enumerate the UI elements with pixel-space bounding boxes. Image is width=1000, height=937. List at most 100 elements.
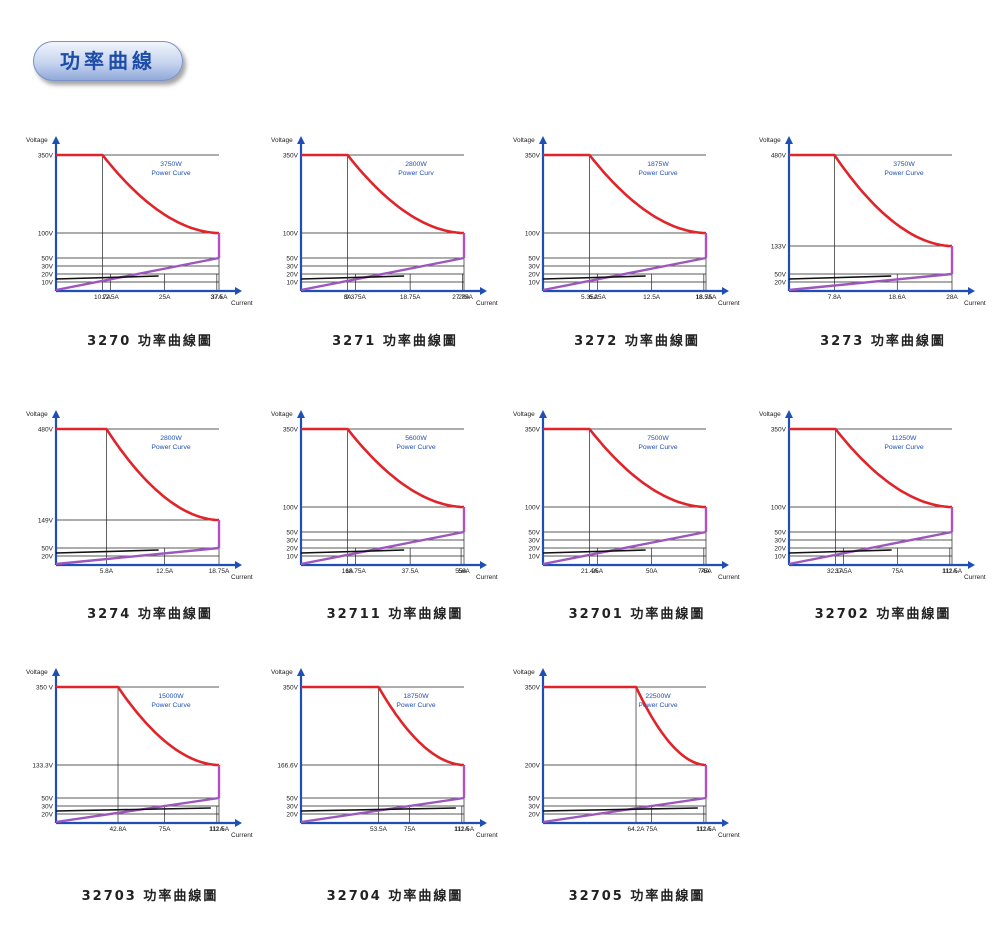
power-curve-chart-32701: 350V 100V 50V 30V 20V 10V 21.4A 25A 50A 74A 75A Vol… [513,410,757,595]
x-axis-label: Current [476,574,498,581]
i-tick-label: 12.5A [643,294,661,301]
i-tick-label: 18.5A [695,294,713,301]
i-tick-label: 74A [698,568,710,575]
v-tick-label: 100V [283,231,299,238]
v-tick-label: 50V [286,796,298,803]
v-tick-label: 350V [283,427,299,434]
power-rating-label: 11250W [892,435,917,442]
power-curve-line [543,685,707,767]
x-axis-arrow [235,561,242,569]
low-voltage-limit-line [542,807,698,812]
power-curve-line [301,427,465,509]
chart-caption-3271: 3271 功率曲線圖 [332,334,458,349]
i-tick-label: 5.8A [100,568,114,575]
low-voltage-limit-line [55,807,211,812]
power-curve-label: Power Curve [151,702,191,709]
x-axis-label: Current [964,300,986,307]
v-tick-label: 30V [286,538,298,545]
v-tick-label: 20V [286,812,298,819]
v-tick-label: 350V [38,153,54,160]
i-tick-label: 42.8A [110,826,128,833]
v-tick-label: 480V [771,153,787,160]
x-axis-arrow [480,561,487,569]
i-tick-label: 9.375A [345,294,366,301]
v-tick-label: 200V [525,763,541,770]
i-tick-label: 25A [159,294,171,301]
i-tick-label: 12.5A [102,294,120,301]
power-curve-label: Power Curve [884,170,924,177]
power-curve-chart-32711: 350V 100V 50V 30V 20V 10V 16A 18.75A 37.5A 55A 56A… [271,410,515,595]
section-header-pill: 功率曲線 [33,41,183,81]
power-curve-label: Power Curve [638,702,678,709]
x-axis-label: Current [231,300,253,307]
v-tick-label: 20V [41,554,53,561]
power-rating-label: 1875W [647,161,669,168]
power-rating-label: 15000W [158,693,184,700]
v-tick-label: 30V [41,804,53,811]
v-tick-label: 100V [283,505,299,512]
power-curve-line [543,153,707,235]
y-axis-arrow [539,136,547,144]
power-curve-label: Power Curve [396,444,436,451]
i-tick-label: 53.5A [370,826,388,833]
power-curve-line [56,427,220,522]
v-tick-label: 20V [774,280,786,287]
power-curve-chart-3270: 350V 100V 50V 30V 20V 10V 10.7A 12.5A 25A 37A 37.5… [26,136,270,321]
v-tick-label: 50V [528,530,540,537]
x-axis-label: Current [231,574,253,581]
i-tick-label: 111A [943,568,958,575]
i-tick-label: 25A [592,568,604,575]
y-axis-label: Voltage [271,137,293,144]
v-tick-label: 50V [528,796,540,803]
v-tick-label: 30V [774,538,786,545]
power-curve-line [301,685,465,767]
i-tick-label: 37.5A [835,568,853,575]
low-voltage-ramp-line [788,272,953,292]
v-tick-label: 10V [41,280,53,287]
power-curve-chart-32703: 350 V 133.3V 50V 30V 20V 42.8A 75A 111A 112.5A Vo… [26,668,270,853]
low-voltage-ramp-line [542,530,707,566]
low-voltage-limit-line [542,549,646,554]
v-tick-label: 30V [286,804,298,811]
i-tick-label: 75A [700,568,712,575]
i-tick-label: 18.75A [400,294,421,301]
v-tick-label: 20V [41,272,53,279]
power-curve-line [789,427,953,509]
power-rating-label: 3750W [160,161,182,168]
power-curve-label: Power Curve [396,702,436,709]
power-curve-chart-32704: 350V 166.6V 50V 30V 20V 53.5A 75A 111A 112.5A Vol… [271,668,515,853]
x-axis-label: Current [718,832,740,839]
i-tick-label: 112.5A [696,826,717,833]
power-curve-line [789,153,953,248]
i-tick-label: 28A [458,294,470,301]
i-tick-label: 21.4A [581,568,599,575]
power-curve-label: Power Curve [638,444,678,451]
v-tick-label: 10V [286,280,298,287]
x-axis-label: Current [476,832,498,839]
v-tick-label: 20V [528,272,540,279]
v-tick-label: 350V [525,685,541,692]
v-tick-label: 350V [283,153,299,160]
x-axis-arrow [722,819,729,827]
v-tick-label: 100V [38,231,54,238]
v-tick-label: 30V [528,538,540,545]
chart-caption-3270: 3270 功率曲線圖 [87,334,213,349]
v-tick-label: 20V [528,546,540,553]
x-axis-label: Current [231,832,253,839]
i-tick-label: 75A [404,826,416,833]
y-axis-arrow [52,668,60,676]
x-axis-label: Current [964,574,986,581]
i-tick-label: 55A [455,568,467,575]
power-curve-chart-3271: 350V 100V 50V 30V 20V 10V 8A 9.375A 18.75A 27.75A… [271,136,515,321]
i-tick-label: 32.1A [827,568,845,575]
v-tick-label: 10V [774,554,786,561]
chart-caption-32711: 32711 功率曲線圖 [326,607,464,622]
v-tick-label: 50V [774,530,786,537]
chart-caption-32701: 32701 功率曲線圖 [568,607,706,622]
v-tick-label: 50V [41,546,53,553]
